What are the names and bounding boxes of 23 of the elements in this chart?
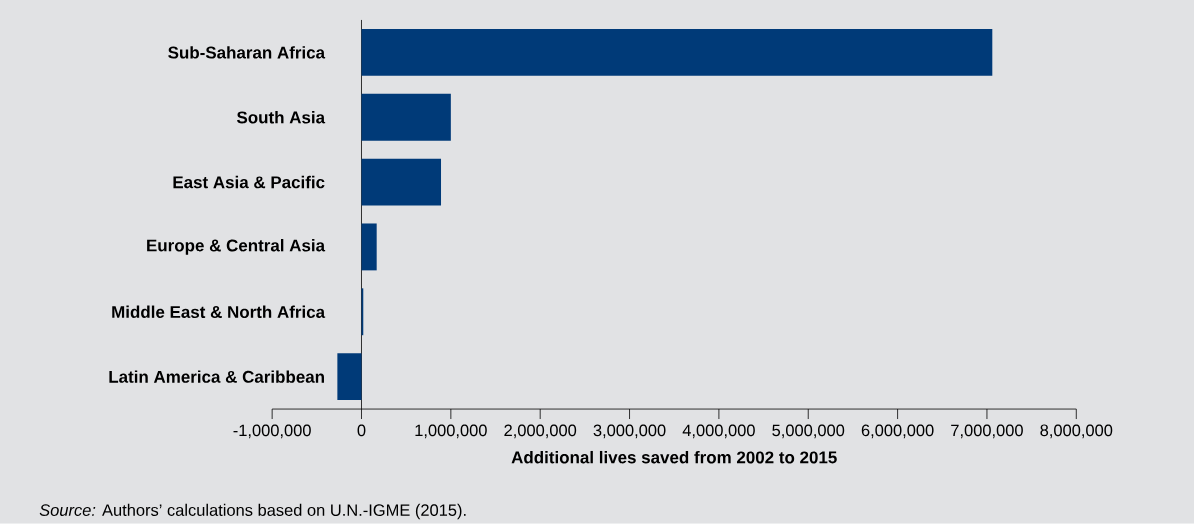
y-tick-label: East Asia & Pacific: [173, 175, 325, 189]
x-tick-label: 5,000,000: [772, 424, 845, 439]
bar: [361, 223, 377, 271]
y-tick-label: Latin America & Caribbean: [109, 370, 324, 383]
x-tick-label: 7,000,000: [951, 424, 1023, 439]
x-tick-label: 8,000,000: [1040, 424, 1113, 439]
bar: [361, 93, 451, 141]
bar: [361, 29, 993, 76]
x-tick-label: 0: [357, 424, 366, 437]
x-tick-label: 1,000,000: [415, 424, 487, 439]
x-tick-label: -1,000,000: [233, 424, 311, 439]
x-tick-label: 3,000,000: [593, 424, 666, 439]
text: Source: Authors’ calculations based on U.N.-IGME (2015).: [39, 503, 466, 520]
y-tick-label: South Asia: [236, 111, 326, 124]
x-tick-label: 4,000,000: [682, 424, 755, 439]
x-tick-label: 2,000,000: [504, 424, 577, 439]
y-tick-label: Middle East & North Africa: [112, 305, 326, 319]
y-tick-label: Sub-Saharan Africa: [168, 46, 326, 59]
x-tick-label: 6,000,000: [861, 424, 934, 439]
x-axis-title: Additional lives saved from 2002 to 2015: [511, 451, 837, 464]
bar: [361, 158, 442, 206]
bar: [337, 353, 362, 401]
y-tick-label: Europe & Central Asia: [147, 239, 326, 255]
